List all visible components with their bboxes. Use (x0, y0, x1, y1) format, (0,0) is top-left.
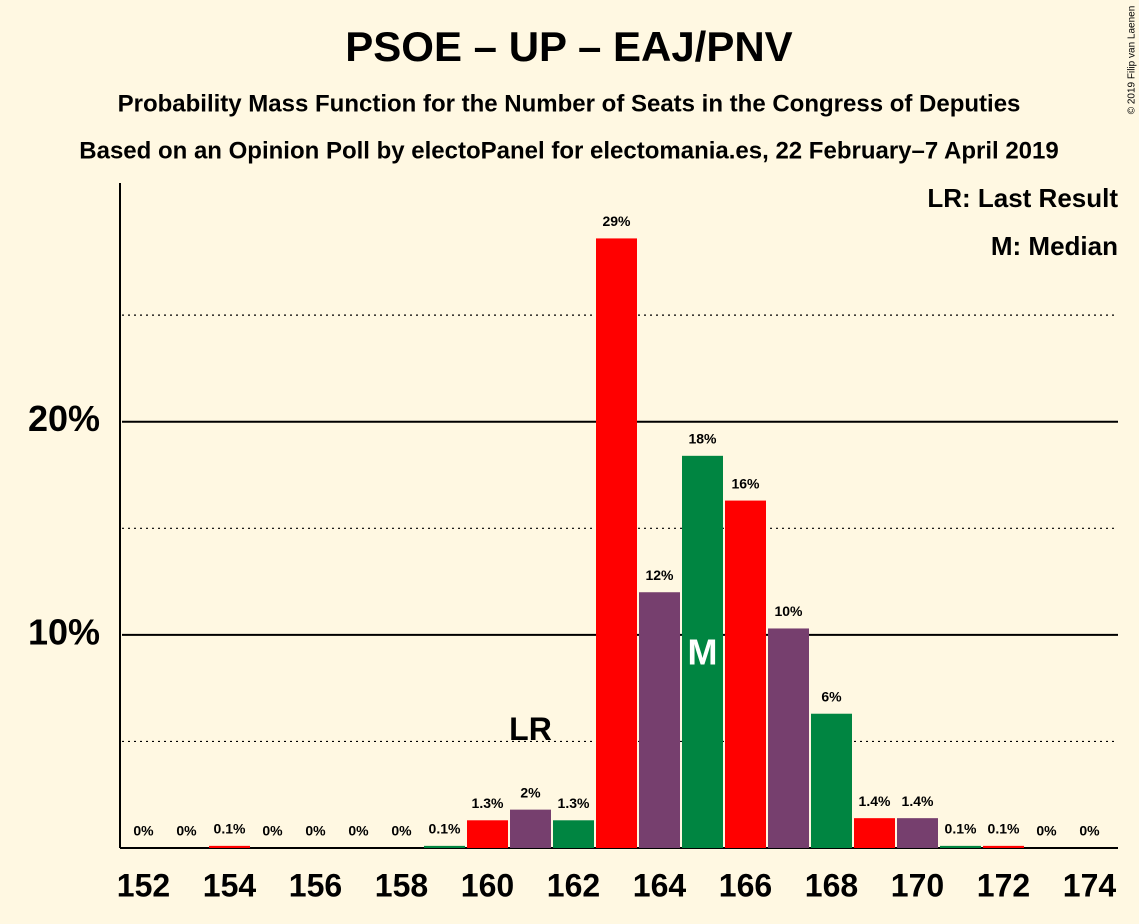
chart-subtitle: Probability Mass Function for the Number… (118, 90, 1021, 117)
data-label: 1.3% (472, 795, 504, 811)
bar (940, 845, 981, 848)
bar (983, 845, 1024, 848)
bar (467, 820, 508, 848)
data-label: 0% (176, 823, 197, 839)
bar (725, 500, 766, 848)
data-label: 0.1% (429, 821, 461, 837)
legend-entry: LR: Last Result (927, 183, 1118, 213)
data-label: 1.3% (558, 795, 590, 811)
y-tick-label: 10% (28, 611, 100, 652)
bar (596, 238, 637, 848)
data-label: 0% (133, 823, 154, 839)
x-tick-label: 152 (117, 867, 170, 903)
x-tick-label: 162 (547, 867, 600, 903)
data-label: 1.4% (902, 793, 934, 809)
data-label: 0% (262, 823, 283, 839)
data-label: 0% (391, 823, 412, 839)
x-tick-label: 164 (633, 867, 687, 903)
data-label: 29% (602, 213, 631, 229)
data-label: 6% (821, 688, 842, 704)
bar (811, 713, 852, 848)
x-tick-label: 172 (977, 867, 1030, 903)
x-tick-label: 170 (891, 867, 944, 903)
bar (682, 455, 723, 848)
x-tick-label: 158 (375, 867, 428, 903)
data-label: 0.1% (945, 821, 977, 837)
bar (553, 820, 594, 848)
x-tick-label: 156 (289, 867, 342, 903)
data-label: 18% (688, 431, 717, 447)
data-label: 0% (305, 823, 326, 839)
y-tick-label: 20% (28, 398, 100, 439)
chart-title: PSOE – UP – EAJ/PNV (345, 23, 792, 70)
data-label: 12% (645, 567, 674, 583)
legend-entry: M: Median (991, 231, 1118, 261)
annotation: M (688, 632, 718, 673)
bar (768, 628, 809, 848)
data-label: 16% (731, 475, 760, 491)
x-tick-label: 154 (203, 867, 257, 903)
data-label: 0.1% (988, 821, 1020, 837)
bar (897, 818, 938, 848)
x-tick-label: 160 (461, 867, 514, 903)
bar (639, 592, 680, 848)
annotation: LR (509, 711, 552, 747)
data-label: 2% (520, 784, 541, 800)
chart-source: Based on an Opinion Poll by electoPanel … (79, 137, 1058, 164)
x-tick-label: 174 (1063, 867, 1117, 903)
data-label: 0% (1079, 823, 1100, 839)
data-label: 0.1% (214, 821, 246, 837)
bar (209, 845, 250, 848)
copyright: © 2019 Filip van Laenen (1127, 6, 1138, 115)
bar (510, 809, 551, 848)
bar (424, 845, 465, 848)
x-tick-label: 166 (719, 867, 772, 903)
data-label: 10% (774, 603, 803, 619)
bar (854, 818, 895, 848)
data-label: 0% (348, 823, 369, 839)
x-tick-label: 168 (805, 867, 858, 903)
data-label: 0% (1036, 823, 1057, 839)
data-label: 1.4% (859, 793, 891, 809)
